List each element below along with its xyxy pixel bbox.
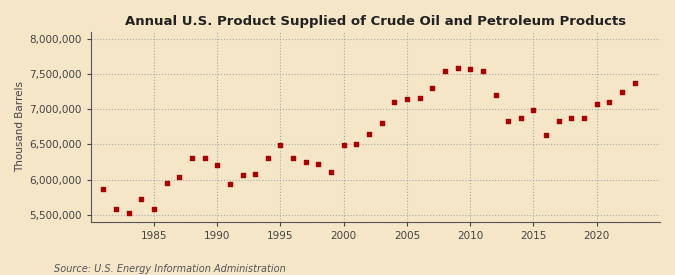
Point [148, 207, 159, 211]
Y-axis label: Thousand Barrels: Thousand Barrels [15, 81, 25, 172]
Point [554, 118, 564, 123]
Title: Annual U.S. Product Supplied of Crude Oil and Petroleum Products: Annual U.S. Product Supplied of Crude Oi… [125, 15, 626, 28]
Point [503, 118, 514, 123]
Point [313, 162, 324, 166]
Point [237, 173, 248, 178]
Point [490, 92, 501, 97]
Point [136, 197, 146, 201]
Point [427, 86, 437, 90]
Point [161, 181, 172, 185]
Point [541, 132, 551, 137]
Point [338, 143, 349, 147]
Point [351, 142, 362, 146]
Point [617, 89, 628, 94]
Point [477, 69, 488, 73]
Point [516, 116, 526, 121]
Point [402, 97, 412, 102]
Point [98, 186, 109, 191]
Point [376, 120, 387, 125]
Point [414, 96, 425, 100]
Point [325, 170, 336, 174]
Point [389, 100, 400, 104]
Point [629, 80, 640, 85]
Point [212, 163, 223, 168]
Point [275, 143, 286, 147]
Point [604, 100, 615, 104]
Point [111, 207, 122, 211]
Text: Source: U.S. Energy Information Administration: Source: U.S. Energy Information Administ… [54, 264, 286, 274]
Point [452, 66, 463, 71]
Point [250, 172, 261, 176]
Point [288, 156, 298, 161]
Point [300, 160, 311, 164]
Point [578, 116, 589, 120]
Point [439, 68, 450, 73]
Point [566, 116, 577, 121]
Point [186, 156, 197, 160]
Point [263, 156, 273, 160]
Point [528, 108, 539, 112]
Point [124, 210, 134, 215]
Point [199, 156, 210, 160]
Point [174, 175, 185, 179]
Point [465, 67, 476, 72]
Point [225, 182, 236, 186]
Point [591, 101, 602, 106]
Point [364, 132, 375, 136]
